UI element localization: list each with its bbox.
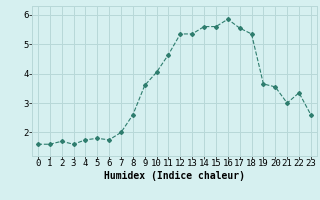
X-axis label: Humidex (Indice chaleur): Humidex (Indice chaleur) [104,171,245,181]
